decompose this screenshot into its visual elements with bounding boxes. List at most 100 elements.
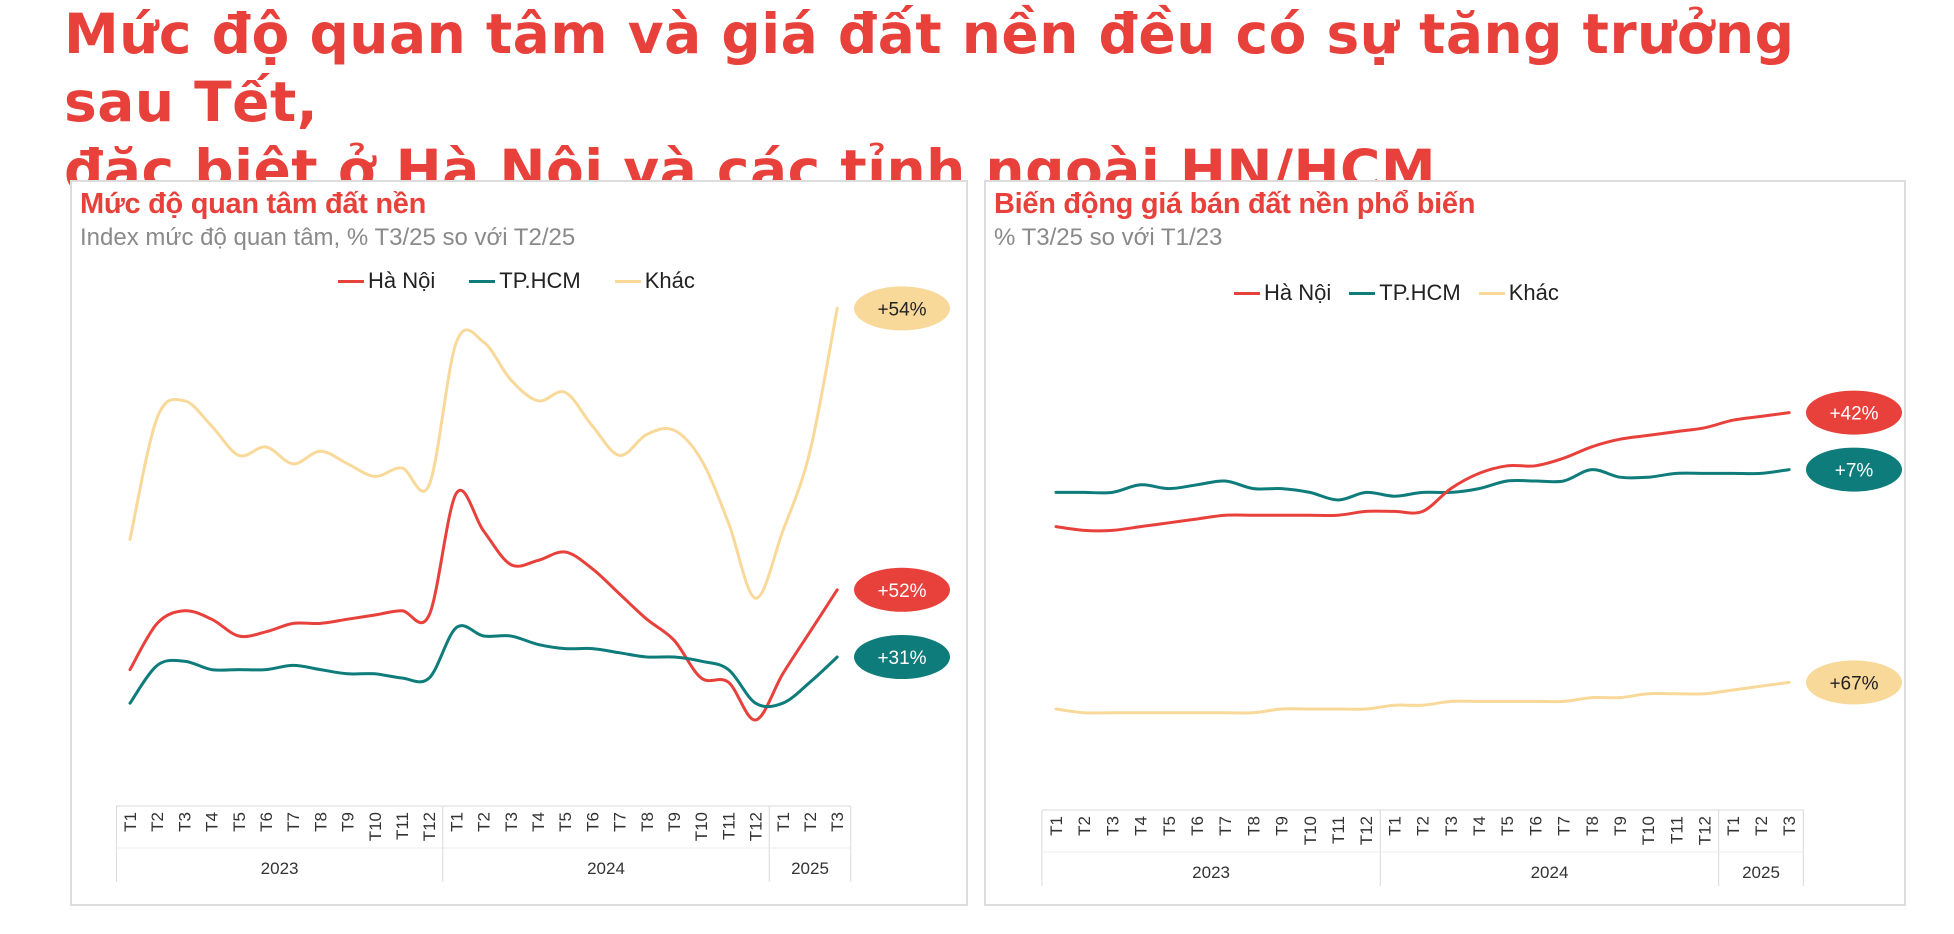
x-tick-label: T1 [1724, 816, 1743, 836]
legend-swatch [1478, 291, 1505, 295]
legend-item-ha-noi: Hà Nội [1234, 280, 1331, 306]
legend-swatch [1234, 291, 1260, 295]
end-label-bubble [854, 286, 950, 331]
legend-label: Khác [1508, 280, 1559, 305]
series-line-0 [1054, 411, 1791, 533]
x-tick-label: T4 [529, 812, 548, 832]
end-label-bubble [1806, 660, 1902, 705]
x-group-label: 2024 [587, 859, 625, 878]
interest-chart-panel: Mức độ quan tâm đất nền Index mức độ qua… [70, 180, 968, 906]
legend-item-khac: Khác [1478, 280, 1559, 306]
legend-label: TP.HCM [499, 268, 581, 293]
x-tick-label: T1 [447, 812, 466, 832]
legend-label: Khác [644, 268, 695, 293]
x-tick-label: T2 [1752, 816, 1771, 836]
series-line-2 [1054, 680, 1791, 715]
x-tick-label: T10 [1639, 816, 1658, 845]
x-group-label: 2025 [791, 859, 829, 878]
x-tick-label: T7 [1555, 816, 1574, 836]
chart-legend: Hà Nội TP.HCM Khác [1234, 280, 1559, 306]
legend-item-tp-hcm: TP.HCM [469, 268, 581, 294]
x-group-label: 2023 [261, 859, 299, 878]
end-label-bubble [1806, 390, 1902, 435]
x-tick-label: T6 [583, 812, 602, 832]
end-label-bubble [1806, 447, 1902, 492]
legend-swatch [469, 279, 496, 283]
chart-title: Mức độ quan tâm đất nền [80, 188, 426, 220]
x-tick-label: T1 [1047, 816, 1066, 836]
x-tick-label: T4 [1132, 816, 1151, 836]
price-line-chart: T1 T2 T3 T4 T5 T6 T7 T8 T9 T10 T11 T12 T1 T2 T3 T4 T5 T6 T… [1041, 390, 1902, 886]
legend-label: Hà Nội [368, 268, 436, 293]
legend-swatch [614, 279, 641, 283]
chart-subtitle: % T3/25 so với T1/23 [994, 224, 1223, 251]
series-line-1 [1054, 468, 1791, 502]
x-tick-label: T2 [475, 812, 494, 832]
x-tick-label: T3 [502, 812, 521, 832]
interest-line-chart: T1 T2 T3 T4 T5 T6 T7 T8 T9 T10 T11 T12 T1 T2 T3 T4 T5 T6 T… [115, 286, 950, 882]
x-tick-label: T10 [692, 812, 711, 841]
x-tick-label: T5 [1160, 816, 1179, 836]
x-tick-label: T2 [148, 812, 167, 832]
x-tick-label: T11 [1667, 816, 1686, 844]
series-line-1 [128, 624, 839, 709]
x-tick-label: T9 [339, 812, 358, 832]
x-tick-label: T7 [1216, 816, 1235, 836]
legend-item-khac: Khác [614, 268, 695, 294]
x-tick-label: T9 [1611, 816, 1630, 836]
x-tick-label: T12 [1357, 816, 1376, 845]
x-tick-label: T8 [1244, 816, 1263, 836]
x-tick-label: T8 [1583, 816, 1602, 836]
x-tick-label: T9 [665, 812, 684, 832]
x-tick-label: T2 [1414, 816, 1433, 836]
legend-item-ha-noi: Hà Nội [338, 268, 435, 294]
x-tick-label: T9 [1273, 816, 1292, 836]
x-tick-label: T6 [1526, 816, 1545, 836]
legend-label: Hà Nội [1264, 280, 1332, 305]
end-label-text: +31% [877, 648, 926, 669]
x-tick-label: T2 [1075, 816, 1094, 836]
x-tick-label: T10 [366, 812, 385, 841]
page-headline: Mức độ quan tâm và giá đất nền đều có sự… [64, 0, 1924, 204]
end-label-text: +54% [877, 299, 926, 320]
x-tick-label: T8 [311, 812, 330, 832]
x-tick-label: T4 [203, 812, 222, 832]
series-line-0 [128, 488, 839, 722]
x-tick-label: T3 [828, 812, 847, 832]
x-tick-label: T12 [747, 812, 766, 841]
x-tick-label: T5 [556, 812, 575, 832]
x-tick-label: T7 [284, 812, 303, 832]
x-tick-label: T3 [1780, 816, 1799, 836]
x-tick-label: T2 [801, 812, 820, 832]
x-tick-label: T6 [1188, 816, 1207, 836]
series-line-2 [128, 306, 839, 600]
x-tick-label: T5 [1498, 816, 1517, 836]
x-tick-label: T5 [230, 812, 249, 832]
x-tick-label: T3 [175, 812, 194, 832]
x-axis: T1 T2 T3 T4 T5 T6 T7 T8 T9 T10 T11 T12 T1 T2 T3 T4 T5 T6 T… [1041, 809, 1804, 886]
x-tick-label: T12 [420, 812, 439, 841]
x-axis: T1 T2 T3 T4 T5 T6 T7 T8 T9 T10 T11 T12 T1 T2 T3 T4 T5 T6 T… [115, 805, 852, 882]
legend-label: TP.HCM [1379, 280, 1461, 305]
price-chart-panel: Biến động giá bán đất nền phổ biến % T3/… [984, 180, 1906, 906]
x-tick-label: T1 [121, 812, 140, 832]
chart-subtitle: Index mức độ quan tâm, % T3/25 so với T2… [80, 224, 576, 251]
x-tick-label: T3 [1103, 816, 1122, 836]
end-label-text: +52% [877, 581, 926, 602]
x-tick-label: T4 [1470, 816, 1489, 836]
x-tick-label: T6 [257, 812, 276, 832]
chart-title: Biến động giá bán đất nền phổ biến [994, 188, 1476, 220]
end-label-text: +42% [1829, 404, 1878, 425]
x-tick-label: T1 [774, 812, 793, 832]
end-label-bubble [854, 567, 950, 612]
legend-item-tp-hcm: TP.HCM [1349, 280, 1461, 306]
x-group-label: 2025 [1742, 863, 1780, 882]
x-group-label: 2024 [1531, 863, 1569, 882]
x-tick-label: T7 [611, 812, 630, 832]
x-tick-label: T12 [1696, 816, 1715, 845]
end-label-text: +67% [1829, 673, 1878, 694]
chart-legend: Hà Nội TP.HCM Khác [338, 268, 695, 294]
x-tick-label: T10 [1301, 816, 1320, 845]
x-tick-label: T11 [1329, 816, 1348, 844]
end-label-text: +7% [1835, 461, 1874, 482]
